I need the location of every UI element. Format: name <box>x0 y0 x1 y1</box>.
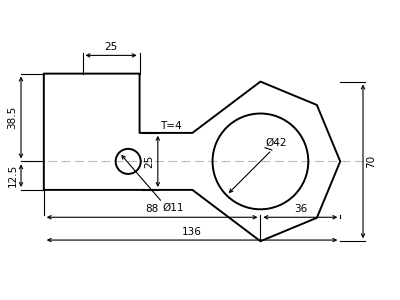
Text: Ø11: Ø11 <box>162 202 184 212</box>
Text: 25: 25 <box>104 42 118 52</box>
Text: 12.5: 12.5 <box>8 164 18 187</box>
Text: Ø42: Ø42 <box>265 138 286 148</box>
Text: 70: 70 <box>366 155 376 168</box>
Text: 88: 88 <box>146 204 159 214</box>
Text: 36: 36 <box>294 204 307 214</box>
Text: 25: 25 <box>144 155 154 168</box>
Text: 136: 136 <box>182 226 202 237</box>
Text: 38.5: 38.5 <box>8 106 18 129</box>
Text: T=4: T=4 <box>160 121 182 130</box>
